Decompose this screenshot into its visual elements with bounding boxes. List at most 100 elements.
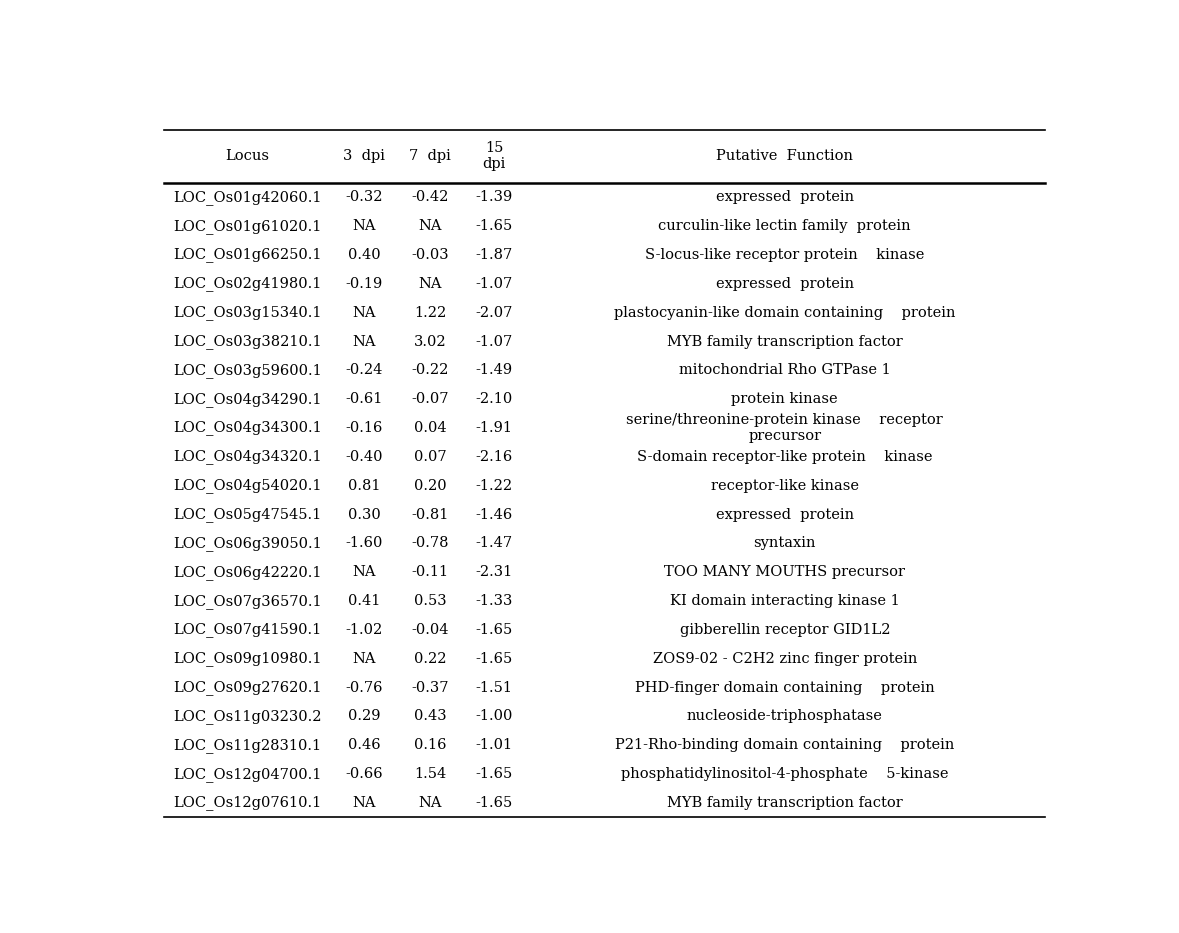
Text: NA: NA <box>419 796 442 810</box>
Text: plastocyanin-like domain containing    protein: plastocyanin-like domain containing prot… <box>614 306 955 320</box>
Text: Locus: Locus <box>225 149 270 163</box>
Text: LOC_Os07g41590.1: LOC_Os07g41590.1 <box>173 622 322 637</box>
Text: 1.22: 1.22 <box>414 306 447 320</box>
Text: LOC_Os04g54020.1: LOC_Os04g54020.1 <box>173 479 322 494</box>
Text: -0.66: -0.66 <box>345 767 383 781</box>
Text: gibberellin receptor GID1L2: gibberellin receptor GID1L2 <box>679 623 890 637</box>
Text: NA: NA <box>353 565 376 579</box>
Text: 0.40: 0.40 <box>348 248 381 262</box>
Text: LOC_Os05g47545.1: LOC_Os05g47545.1 <box>173 508 322 522</box>
Text: -1.46: -1.46 <box>475 508 513 522</box>
Text: -0.24: -0.24 <box>345 363 383 377</box>
Text: LOC_Os12g04700.1: LOC_Os12g04700.1 <box>173 767 322 782</box>
Text: LOC_Os11g03230.2: LOC_Os11g03230.2 <box>173 709 322 724</box>
Text: nucleoside-triphosphatase: nucleoside-triphosphatase <box>687 709 883 723</box>
Text: PHD-finger domain containing    protein: PHD-finger domain containing protein <box>635 681 935 695</box>
Text: -0.40: -0.40 <box>345 450 383 464</box>
Text: -1.65: -1.65 <box>475 623 513 637</box>
Text: -0.32: -0.32 <box>345 190 383 204</box>
Text: 0.29: 0.29 <box>348 709 381 723</box>
Text: -0.76: -0.76 <box>345 681 383 695</box>
Text: -1.07: -1.07 <box>475 335 513 349</box>
Text: -1.39: -1.39 <box>475 190 513 204</box>
Text: NA: NA <box>419 219 442 233</box>
Text: 0.46: 0.46 <box>348 738 381 752</box>
Text: 15
dpi: 15 dpi <box>482 141 506 172</box>
Text: NA: NA <box>353 335 376 349</box>
Text: LOC_Os01g66250.1: LOC_Os01g66250.1 <box>173 247 322 262</box>
Text: NA: NA <box>353 219 376 233</box>
Text: 0.04: 0.04 <box>414 421 447 435</box>
Text: LOC_Os04g34290.1: LOC_Os04g34290.1 <box>173 392 322 407</box>
Text: 7  dpi: 7 dpi <box>409 149 452 163</box>
Text: -0.78: -0.78 <box>411 536 449 550</box>
Text: protein kinase: protein kinase <box>731 392 838 406</box>
Text: NA: NA <box>353 306 376 320</box>
Text: curculin-like lectin family  protein: curculin-like lectin family protein <box>659 219 911 233</box>
Text: -0.22: -0.22 <box>411 363 449 377</box>
Text: S-domain receptor-like protein    kinase: S-domain receptor-like protein kinase <box>637 450 933 464</box>
Text: -0.04: -0.04 <box>411 623 449 637</box>
Text: 0.07: 0.07 <box>414 450 447 464</box>
Text: Putative  Function: Putative Function <box>717 149 854 163</box>
Text: -1.87: -1.87 <box>475 248 513 262</box>
Text: -2.31: -2.31 <box>475 565 513 579</box>
Text: -1.60: -1.60 <box>345 536 383 550</box>
Text: -1.47: -1.47 <box>475 536 513 550</box>
Text: expressed  protein: expressed protein <box>716 508 854 522</box>
Text: 3.02: 3.02 <box>414 335 447 349</box>
Text: LOC_Os09g10980.1: LOC_Os09g10980.1 <box>173 651 322 666</box>
Text: 0.20: 0.20 <box>414 479 447 493</box>
Text: -1.65: -1.65 <box>475 219 513 233</box>
Text: LOC_Os01g42060.1: LOC_Os01g42060.1 <box>173 189 322 204</box>
Text: -1.07: -1.07 <box>475 277 513 291</box>
Text: LOC_Os04g34320.1: LOC_Os04g34320.1 <box>173 450 322 465</box>
Text: MYB family transcription factor: MYB family transcription factor <box>667 796 903 810</box>
Text: LOC_Os03g59600.1: LOC_Os03g59600.1 <box>173 363 322 378</box>
Text: KI domain interacting kinase 1: KI domain interacting kinase 1 <box>670 594 900 608</box>
Text: -0.03: -0.03 <box>411 248 449 262</box>
Text: LOC_Os03g15340.1: LOC_Os03g15340.1 <box>173 305 322 320</box>
Text: -0.07: -0.07 <box>411 392 449 406</box>
Text: -1.65: -1.65 <box>475 652 513 666</box>
Text: -2.10: -2.10 <box>475 392 513 406</box>
Text: -1.00: -1.00 <box>475 709 513 723</box>
Text: 3  dpi: 3 dpi <box>343 149 386 163</box>
Text: NA: NA <box>353 652 376 666</box>
Text: ZOS9-02 - C2H2 zinc finger protein: ZOS9-02 - C2H2 zinc finger protein <box>653 652 917 666</box>
Text: 0.43: 0.43 <box>414 709 447 723</box>
Text: syntaxin: syntaxin <box>753 536 816 550</box>
Text: 0.30: 0.30 <box>348 508 381 522</box>
Text: mitochondrial Rho GTPase 1: mitochondrial Rho GTPase 1 <box>679 363 890 377</box>
Text: MYB family transcription factor: MYB family transcription factor <box>667 335 903 349</box>
Text: -0.16: -0.16 <box>345 421 383 435</box>
Text: LOC_Os06g42220.1: LOC_Os06g42220.1 <box>173 564 322 579</box>
Text: LOC_Os09g27620.1: LOC_Os09g27620.1 <box>173 680 322 695</box>
Text: -0.81: -0.81 <box>411 508 449 522</box>
Text: TOO MANY MOUTHS precursor: TOO MANY MOUTHS precursor <box>664 565 905 579</box>
Text: -0.61: -0.61 <box>345 392 383 406</box>
Text: -1.33: -1.33 <box>475 594 513 608</box>
Text: LOC_Os12g07610.1: LOC_Os12g07610.1 <box>173 796 322 811</box>
Text: 0.81: 0.81 <box>348 479 381 493</box>
Text: P21-Rho-binding domain containing    protein: P21-Rho-binding domain containing protei… <box>615 738 955 752</box>
Text: -1.02: -1.02 <box>345 623 383 637</box>
Text: LOC_Os04g34300.1: LOC_Os04g34300.1 <box>173 421 322 436</box>
Text: -1.49: -1.49 <box>475 363 513 377</box>
Text: -1.91: -1.91 <box>475 421 513 435</box>
Text: LOC_Os01g61020.1: LOC_Os01g61020.1 <box>173 218 322 233</box>
Text: expressed  protein: expressed protein <box>716 277 854 291</box>
Text: NA: NA <box>353 796 376 810</box>
Text: -2.07: -2.07 <box>475 306 513 320</box>
Text: -1.65: -1.65 <box>475 767 513 781</box>
Text: -2.16: -2.16 <box>475 450 513 464</box>
Text: receptor-like kinase: receptor-like kinase <box>711 479 858 493</box>
Text: -1.01: -1.01 <box>475 738 513 752</box>
Text: -1.65: -1.65 <box>475 796 513 810</box>
Text: serine/threonine-protein kinase    receptor
precursor: serine/threonine-protein kinase receptor… <box>626 413 943 443</box>
Text: -0.37: -0.37 <box>411 681 449 695</box>
Text: 0.53: 0.53 <box>414 594 447 608</box>
Text: expressed  protein: expressed protein <box>716 190 854 204</box>
Text: 1.54: 1.54 <box>414 767 447 781</box>
Text: phosphatidylinositol-4-phosphate    5-kinase: phosphatidylinositol-4-phosphate 5-kinas… <box>621 767 949 781</box>
